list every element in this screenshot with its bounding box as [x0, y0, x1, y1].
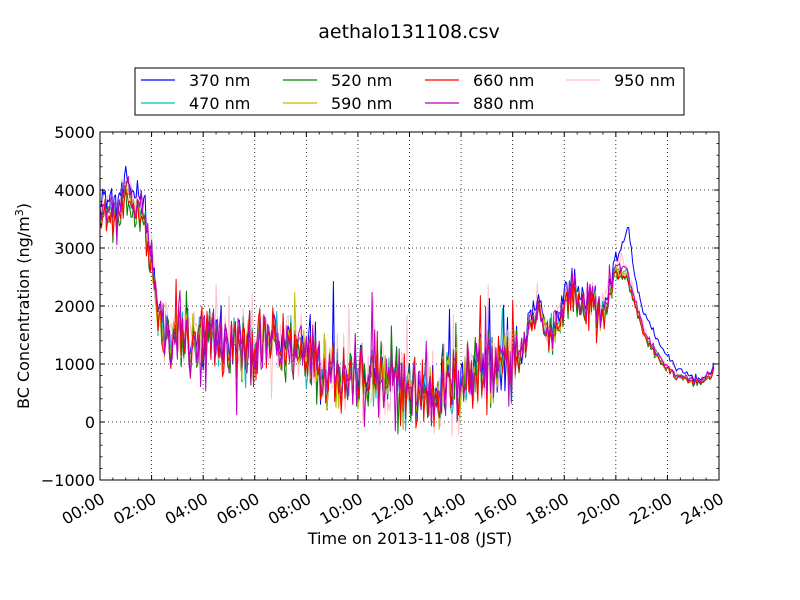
x-tick-label: 04:00 [162, 489, 211, 529]
y-axis-label: BC Concentration (ng/m3) [13, 203, 33, 409]
x-tick-label: 22:00 [626, 489, 675, 529]
x-tick-label: 00:00 [59, 489, 108, 529]
y-axis-label-superscript: 3 [13, 209, 26, 216]
legend-label: 590 nm [331, 94, 392, 113]
x-tick-label: 12:00 [368, 489, 417, 529]
x-tick-label: 14:00 [420, 489, 469, 529]
x-tick-label: 16:00 [471, 489, 520, 529]
y-tick-label: 2000 [54, 297, 95, 316]
y-axis-label-end: ) [14, 203, 33, 209]
series-line-880-nm [100, 176, 715, 432]
legend: 370 nm 470 nm 520 nm 590 nm 660 nm 880 nm 950 … [134, 67, 685, 116]
series-layer [100, 165, 715, 437]
y-tick-label: 1000 [54, 355, 95, 374]
y-tick-label: −1000 [41, 471, 95, 490]
chart-title: aethalo131108.csv [318, 21, 500, 43]
x-tick-label: 18:00 [523, 489, 572, 529]
y-tick-label: 3000 [54, 239, 95, 258]
legend-label: 880 nm [473, 94, 534, 113]
legend-label: 520 nm [331, 71, 392, 90]
legend-label: 370 nm [189, 71, 250, 90]
x-tick-label: 02:00 [110, 489, 159, 529]
legend-box [134, 67, 685, 116]
x-axis-label: Time on 2013-11-08 (JST) [307, 529, 512, 548]
y-axis-label-main: BC Concentration (ng/m [14, 216, 33, 409]
plot-background [100, 132, 719, 480]
legend-label: 660 nm [473, 71, 534, 90]
axis-ticks [99, 131, 720, 481]
legend-label: 470 nm [189, 94, 250, 113]
x-tick-label: 08:00 [265, 489, 314, 529]
x-tick-label: 20:00 [574, 489, 623, 529]
x-tick-label: 06:00 [213, 489, 262, 529]
x-tick-label: 24:00 [678, 489, 727, 529]
y-tick-label: 0 [85, 413, 95, 432]
legend-label: 950 nm [614, 71, 675, 90]
x-tick-labels: 00:00 02:00 04:00 06:00 08:00 10:00 12:00 14:00… [59, 489, 727, 529]
x-tick-label: 10:00 [316, 489, 365, 529]
y-tick-label: 4000 [54, 181, 95, 200]
y-tick-labels: −1000 0 1000 2000 3000 4000 5000 [41, 123, 95, 490]
y-tick-label: 5000 [54, 123, 95, 142]
